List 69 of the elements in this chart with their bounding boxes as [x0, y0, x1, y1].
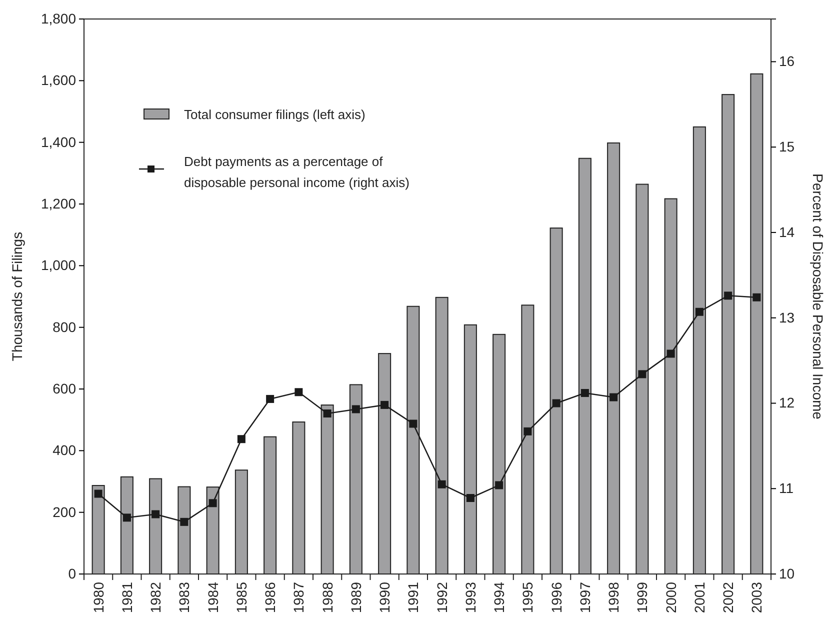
point: [352, 405, 360, 414]
point: [294, 388, 303, 396]
y2-tick-label: 16: [779, 53, 795, 70]
y-tick-label: 1,000: [40, 257, 76, 274]
y2-axis-title: Percent of Disposable Personal Income: [810, 174, 826, 420]
point: [524, 427, 532, 436]
x-tick-label: 1997: [576, 582, 593, 614]
x-tick-label: 1992: [434, 582, 450, 614]
legend-label: Debt payments as a percentage of disposable personal income (right axis): [184, 154, 410, 190]
x-tick-label: 1994: [491, 582, 508, 614]
point: [695, 308, 704, 316]
x-tick-label: 1995: [520, 582, 536, 614]
x-tick-label: 1985: [233, 582, 250, 614]
x-tick-label: 2003: [748, 582, 765, 614]
y2-tick-label: 10: [779, 565, 795, 582]
point: [180, 518, 188, 526]
point: [438, 480, 446, 488]
x-tick-label: 2000: [662, 582, 679, 614]
point: [152, 510, 160, 518]
x-tick-label: 1998: [606, 582, 622, 614]
x-tick-label: 2002: [720, 582, 736, 614]
y-axis-title: Thousands of Filings: [9, 232, 25, 362]
x-tick-label: 1984: [204, 582, 221, 614]
point: [495, 481, 504, 490]
y-tick-label: 800: [52, 318, 76, 335]
point: [638, 370, 646, 378]
x-tick-label: 2001: [691, 582, 708, 614]
point: [580, 388, 589, 397]
x-tick-label: 1989: [348, 582, 364, 614]
point: [323, 409, 332, 418]
y2-tick-label: 12: [779, 394, 795, 411]
y2-tick-label: 14: [779, 224, 795, 240]
y-tick-label: 1,400: [40, 134, 76, 150]
x-tick-label: 1999: [634, 582, 650, 614]
point: [237, 435, 246, 444]
y-tick-label: 600: [52, 380, 76, 396]
y2-tick-label: 13: [779, 309, 795, 326]
x-tick-label: 1981: [118, 582, 135, 614]
x-tick-label: 1982: [148, 582, 164, 614]
y2-tick-label: 15: [779, 138, 795, 155]
point: [266, 394, 274, 403]
x-tick-label: 1987: [290, 582, 307, 614]
x-tick-label: 1986: [262, 582, 278, 614]
point: [610, 393, 618, 402]
point: [94, 490, 102, 498]
x-tick-label: 1996: [548, 582, 564, 614]
y-tick-label: 1,200: [40, 195, 76, 212]
x-tick-label: 1988: [319, 582, 336, 614]
legend-label: Total consumer filings (left axis): [184, 107, 366, 122]
x-tick-label: 1990: [376, 582, 393, 614]
y-tick-label: 200: [52, 504, 76, 520]
y-tick-label: 1,600: [40, 72, 76, 88]
point: [552, 399, 560, 408]
point: [724, 292, 732, 300]
x-tick-label: 1991: [405, 582, 422, 614]
point: [380, 400, 389, 409]
y-tick-label: 400: [52, 442, 76, 458]
y-tick-label: 0: [68, 565, 76, 582]
point: [122, 514, 131, 522]
y2-tick-label: 11: [779, 480, 794, 496]
point: [666, 350, 675, 358]
point: [752, 293, 761, 302]
x-tick-label: 1980: [90, 582, 106, 614]
x-tick-label: 1993: [462, 582, 478, 614]
x-tick-label: 1983: [176, 582, 192, 614]
point: [466, 494, 474, 502]
point: [208, 499, 217, 508]
y-tick-label: 1,800: [40, 10, 76, 26]
point: [409, 420, 418, 428]
